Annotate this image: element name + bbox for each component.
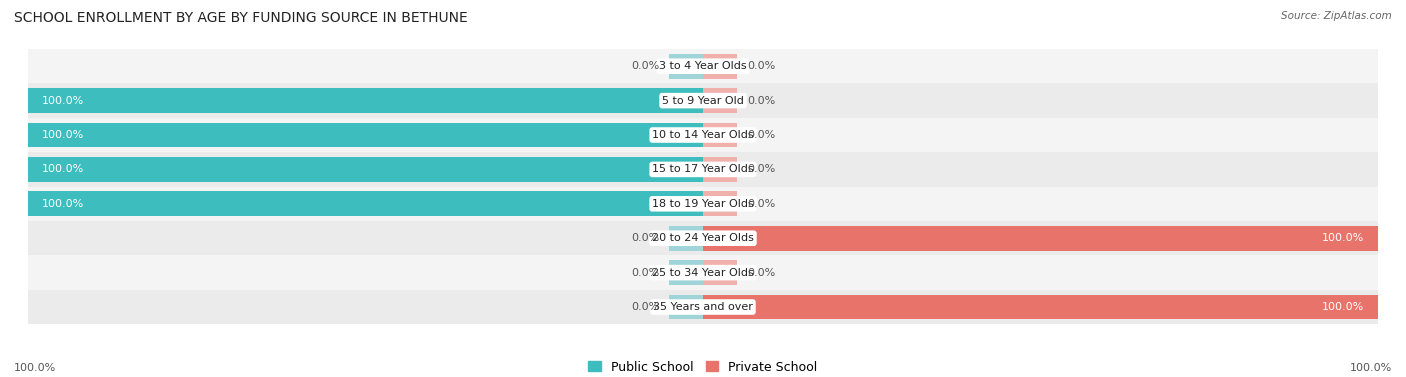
Bar — [28, 83, 1378, 118]
Bar — [703, 226, 1378, 251]
Text: 100.0%: 100.0% — [1322, 233, 1364, 243]
Bar — [28, 290, 1378, 324]
Bar — [669, 295, 703, 319]
Bar — [669, 54, 703, 78]
Text: 0.0%: 0.0% — [747, 61, 775, 71]
Text: 25 to 34 Year Olds: 25 to 34 Year Olds — [652, 268, 754, 277]
Bar — [28, 118, 1378, 152]
Bar — [669, 226, 703, 251]
Legend: Public School, Private School: Public School, Private School — [583, 356, 823, 377]
Bar — [703, 54, 737, 78]
Text: 100.0%: 100.0% — [14, 363, 56, 373]
Text: 15 to 17 Year Olds: 15 to 17 Year Olds — [652, 164, 754, 175]
Text: 3 to 4 Year Olds: 3 to 4 Year Olds — [659, 61, 747, 71]
Text: 20 to 24 Year Olds: 20 to 24 Year Olds — [652, 233, 754, 243]
Text: 35 Years and over: 35 Years and over — [652, 302, 754, 312]
Bar — [703, 88, 737, 113]
Text: 10 to 14 Year Olds: 10 to 14 Year Olds — [652, 130, 754, 140]
Text: 100.0%: 100.0% — [42, 96, 84, 106]
Text: 0.0%: 0.0% — [747, 268, 775, 277]
Bar — [28, 192, 703, 216]
Text: 18 to 19 Year Olds: 18 to 19 Year Olds — [652, 199, 754, 209]
Text: 0.0%: 0.0% — [631, 233, 659, 243]
Bar — [28, 157, 703, 182]
Bar — [28, 152, 1378, 187]
Text: SCHOOL ENROLLMENT BY AGE BY FUNDING SOURCE IN BETHUNE: SCHOOL ENROLLMENT BY AGE BY FUNDING SOUR… — [14, 11, 468, 25]
Text: 0.0%: 0.0% — [631, 268, 659, 277]
Text: 5 to 9 Year Old: 5 to 9 Year Old — [662, 96, 744, 106]
Bar — [703, 123, 737, 147]
Text: 0.0%: 0.0% — [631, 61, 659, 71]
Bar — [28, 187, 1378, 221]
Text: 0.0%: 0.0% — [747, 199, 775, 209]
Bar — [703, 295, 1378, 319]
Text: 0.0%: 0.0% — [747, 130, 775, 140]
Bar — [703, 260, 737, 285]
Text: 100.0%: 100.0% — [42, 199, 84, 209]
Bar — [669, 260, 703, 285]
Text: 100.0%: 100.0% — [42, 164, 84, 175]
Text: 0.0%: 0.0% — [747, 96, 775, 106]
Text: 100.0%: 100.0% — [42, 130, 84, 140]
Bar — [28, 256, 1378, 290]
Text: 0.0%: 0.0% — [747, 164, 775, 175]
Bar — [28, 88, 703, 113]
Text: Source: ZipAtlas.com: Source: ZipAtlas.com — [1281, 11, 1392, 21]
Text: 0.0%: 0.0% — [631, 302, 659, 312]
Bar — [28, 221, 1378, 256]
Text: 100.0%: 100.0% — [1322, 302, 1364, 312]
Bar — [28, 123, 703, 147]
Bar — [703, 192, 737, 216]
Bar — [703, 157, 737, 182]
Text: 100.0%: 100.0% — [1350, 363, 1392, 373]
Bar — [28, 49, 1378, 83]
